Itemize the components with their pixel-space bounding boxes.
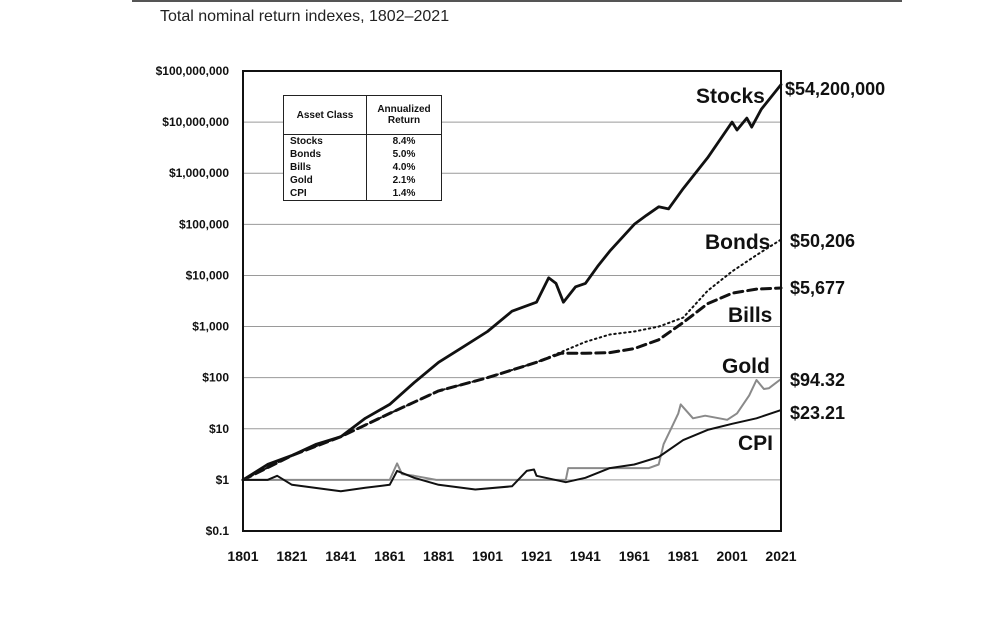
table-cell-return: 1.4% [366,187,442,201]
table-cell-asset: Stocks [283,134,367,148]
series-label-stocks: Stocks [696,85,765,108]
table-cell-return: 8.4% [366,134,442,148]
table-header-annualized-return: Annualized Return [366,95,442,135]
x-tick-label: 1901 [472,548,503,564]
series-line-cpi [242,409,782,493]
series-label-gold: Gold [722,355,770,378]
table-row: CPI 1.4% [283,187,442,201]
y-tick-label: $10,000 [186,268,230,282]
series-labels: Stocks $54,200,000 Bonds $50,206 Bills $5,677… [696,79,885,455]
x-tick-label: 1801 [227,548,258,564]
x-tick-label: 1861 [374,548,405,564]
x-tick-label: 1961 [619,548,650,564]
x-axis-ticks: 1801 1821 1841 1861 1881 1901 1921 1941 1961 1981… [227,548,796,564]
table-cell-return: 2.1% [366,174,442,187]
table-cell-return: 5.0% [366,148,442,161]
series-label-bonds: Bonds [705,231,770,254]
y-tick-label: $0.1 [206,524,230,538]
series-label-cpi: CPI [738,432,773,455]
x-tick-label: 1981 [668,548,699,564]
y-axis-ticks: $100,000,000 $10,000,000 $1,000,000 $100,00… [156,64,230,538]
x-tick-label: 2021 [765,548,796,564]
table-row: Bonds 5.0% [283,148,442,161]
table-row: Gold 2.1% [283,174,442,187]
end-value-bills: $5,677 [790,278,845,298]
end-value-cpi: $23.21 [790,403,845,423]
y-tick-label: $10 [209,422,229,436]
y-tick-label: $1,000 [192,320,229,334]
table-cell-asset: Bonds [283,148,367,161]
table-row: Stocks 8.4% [283,134,442,148]
x-tick-label: 1921 [521,548,552,564]
annualized-return-table: Asset Class Annualized Return Stocks 8.4… [283,95,442,201]
y-tick-label: $100 [202,371,229,385]
table-row: Bills 4.0% [283,161,442,174]
table-cell-asset: Bills [283,161,367,174]
table-header-asset-class: Asset Class [283,95,367,135]
table-cell-return: 4.0% [366,161,442,174]
y-tick-label: $1 [216,473,230,487]
x-tick-label: 1841 [325,548,356,564]
x-tick-label: 1881 [423,548,454,564]
plot-frame [242,70,782,532]
end-value-gold: $94.32 [790,370,845,390]
series-layer [241,83,783,493]
chart-title: Total nominal return indexes, 1802–2021 [160,8,450,25]
series-line-gold [242,378,782,481]
table-cell-asset: Gold [283,174,367,187]
x-tick-label: 2001 [717,548,748,564]
series-label-bills: Bills [728,304,772,327]
end-value-stocks: $54,200,000 [785,79,885,99]
top-rule [132,0,902,2]
y-tick-label: $100,000 [179,217,229,231]
y-tick-label: $1,000,000 [169,166,229,180]
table-cell-asset: CPI [283,187,367,201]
end-value-bonds: $50,206 [790,231,855,251]
y-tick-label: $100,000,000 [156,64,230,78]
x-tick-label: 1941 [570,548,601,564]
series-line-bills [241,286,783,482]
y-tick-label: $10,000,000 [162,115,229,129]
series-line-stocks [241,83,783,482]
x-tick-label: 1821 [276,548,307,564]
